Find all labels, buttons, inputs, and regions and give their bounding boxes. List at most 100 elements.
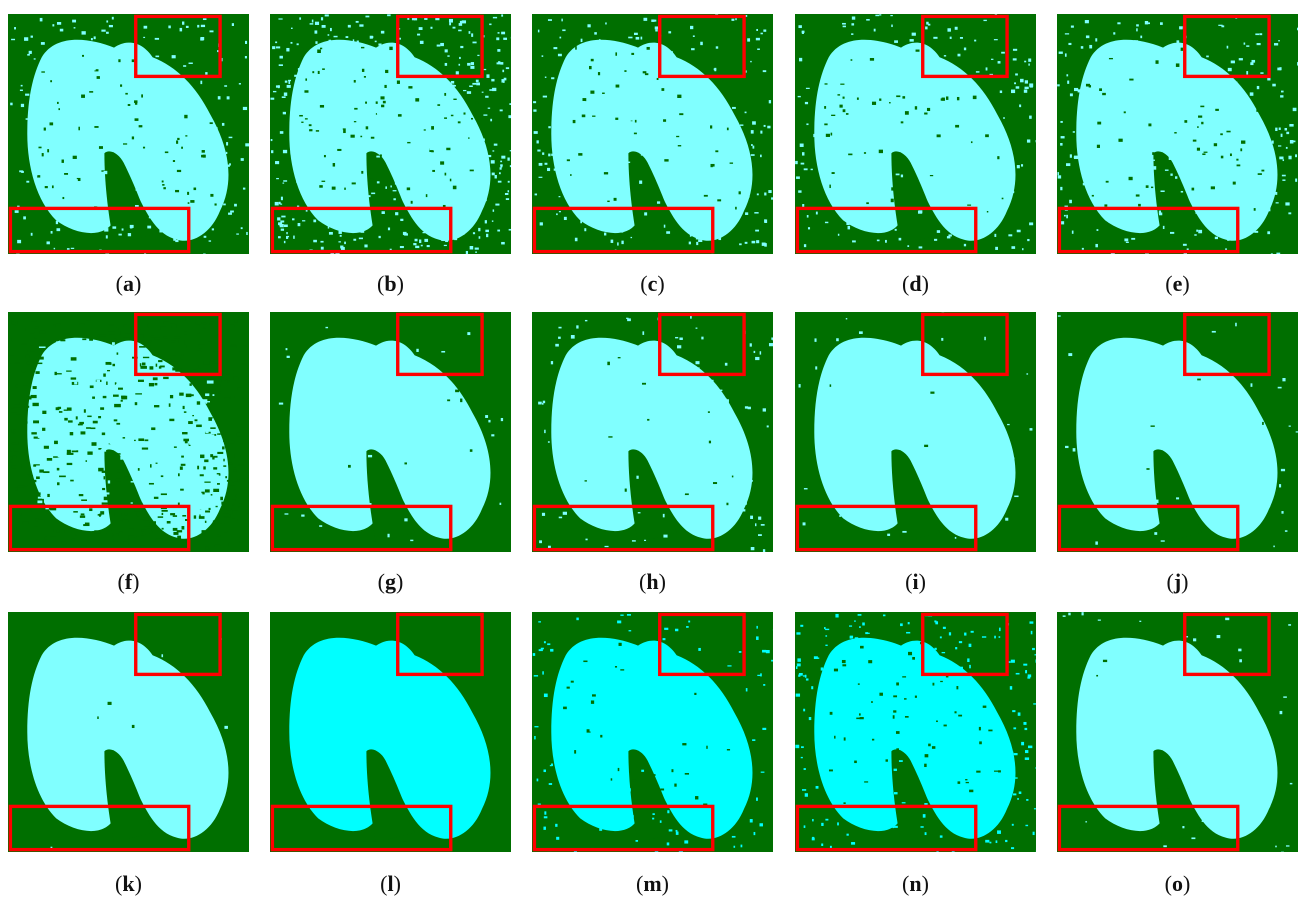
caption-letter: b — [384, 271, 397, 296]
caption-letter: c — [647, 271, 658, 296]
classification-map-f — [8, 312, 249, 552]
highlight-box-top — [658, 612, 746, 677]
caption-letter: e — [1172, 271, 1183, 296]
highlight-box-bottom — [532, 804, 715, 852]
classification-noise — [270, 14, 511, 254]
peninsula — [891, 151, 940, 245]
highlight-box-top — [658, 14, 746, 79]
classification-noise — [795, 14, 1036, 253]
caption-f: (f) — [117, 569, 140, 594]
classification-noise — [1057, 15, 1298, 254]
caption-k: (k) — [115, 871, 142, 896]
highlight-box-bottom — [270, 504, 453, 552]
caption-m: (m) — [636, 871, 669, 896]
highlight-box-top — [658, 312, 746, 377]
caption-letter: h — [646, 569, 659, 594]
highlight-box-top — [921, 14, 1009, 79]
highlight-box-bottom — [1057, 206, 1240, 254]
panel-b — [270, 14, 511, 254]
lake-area — [289, 337, 491, 539]
panel-m — [532, 612, 773, 852]
caption-i: (i) — [905, 569, 926, 594]
caption-j: (j) — [1166, 569, 1189, 594]
caption-d: (d) — [902, 271, 929, 296]
peninsula — [628, 449, 677, 543]
panel-n — [795, 612, 1036, 852]
classification-map-d — [795, 14, 1036, 254]
highlight-box-top — [921, 612, 1009, 677]
caption-letter: j — [1173, 569, 1182, 594]
classification-map-m — [532, 612, 773, 852]
caption-a: (a) — [115, 271, 142, 296]
highlight-box-top — [396, 612, 484, 677]
classification-noise — [532, 614, 773, 852]
classification-map-e — [1057, 14, 1298, 254]
classification-map-j — [1057, 312, 1298, 552]
peninsula — [1153, 749, 1202, 843]
peninsula — [366, 749, 415, 843]
classification-map-n — [795, 612, 1036, 852]
lake-area — [27, 637, 229, 839]
panel-e — [1057, 14, 1298, 254]
classification-map-l — [270, 612, 511, 852]
panel-c — [532, 14, 773, 254]
highlight-box-top — [1183, 14, 1271, 79]
lake-area — [27, 337, 229, 539]
caption-g: (g) — [377, 569, 404, 594]
highlight-box-top — [1183, 612, 1271, 677]
peninsula — [1153, 151, 1202, 245]
classification-map-a — [8, 14, 249, 254]
caption-l: (l) — [380, 871, 401, 896]
caption-letter: o — [1172, 871, 1183, 896]
peninsula — [366, 449, 415, 543]
caption-c: (c) — [640, 271, 665, 296]
highlight-box-bottom — [795, 504, 978, 552]
panel-f — [8, 312, 249, 552]
classification-noise — [1057, 315, 1298, 548]
classification-noise — [798, 312, 1033, 539]
lake-area — [814, 337, 1016, 539]
lake-area — [289, 637, 491, 839]
peninsula — [1153, 449, 1202, 543]
classification-noise — [1062, 612, 1293, 852]
highlight-box-bottom — [795, 804, 978, 852]
caption-b: (b) — [377, 271, 404, 296]
highlight-box-bottom — [8, 504, 191, 552]
panel-g — [270, 312, 511, 552]
highlight-box-bottom — [270, 206, 453, 254]
lake-area — [1076, 39, 1278, 241]
panel-i — [795, 312, 1036, 552]
highlight-box-bottom — [532, 206, 715, 254]
classification-noise — [278, 326, 504, 542]
classification-map-o — [1057, 612, 1298, 852]
caption-n: (n) — [902, 871, 929, 896]
highlight-box-bottom — [1057, 504, 1240, 552]
peninsula — [891, 749, 940, 843]
panel-d — [795, 14, 1036, 254]
peninsula — [104, 151, 153, 245]
panel-l — [270, 612, 511, 852]
caption-letter: a — [123, 271, 134, 296]
classification-map-i — [795, 312, 1036, 552]
caption-h: (h) — [639, 569, 666, 594]
lake-area — [1076, 337, 1278, 539]
highlight-box-top — [396, 14, 484, 79]
peninsula — [628, 151, 677, 245]
highlight-box-top — [921, 312, 1009, 377]
lake-area — [551, 637, 753, 839]
lake-area — [1076, 637, 1278, 839]
highlight-box-top — [134, 612, 222, 677]
highlight-box-top — [396, 312, 484, 377]
peninsula — [104, 749, 153, 843]
highlight-box-bottom — [795, 206, 978, 254]
panel-h — [532, 312, 773, 552]
caption-letter: l — [387, 871, 394, 896]
peninsula — [366, 151, 415, 245]
panel-a — [8, 14, 249, 254]
classification-map-h — [532, 312, 773, 552]
highlight-box-bottom — [532, 504, 715, 552]
classification-map-b — [270, 14, 511, 254]
caption-letter: i — [912, 569, 919, 594]
peninsula — [891, 449, 940, 543]
